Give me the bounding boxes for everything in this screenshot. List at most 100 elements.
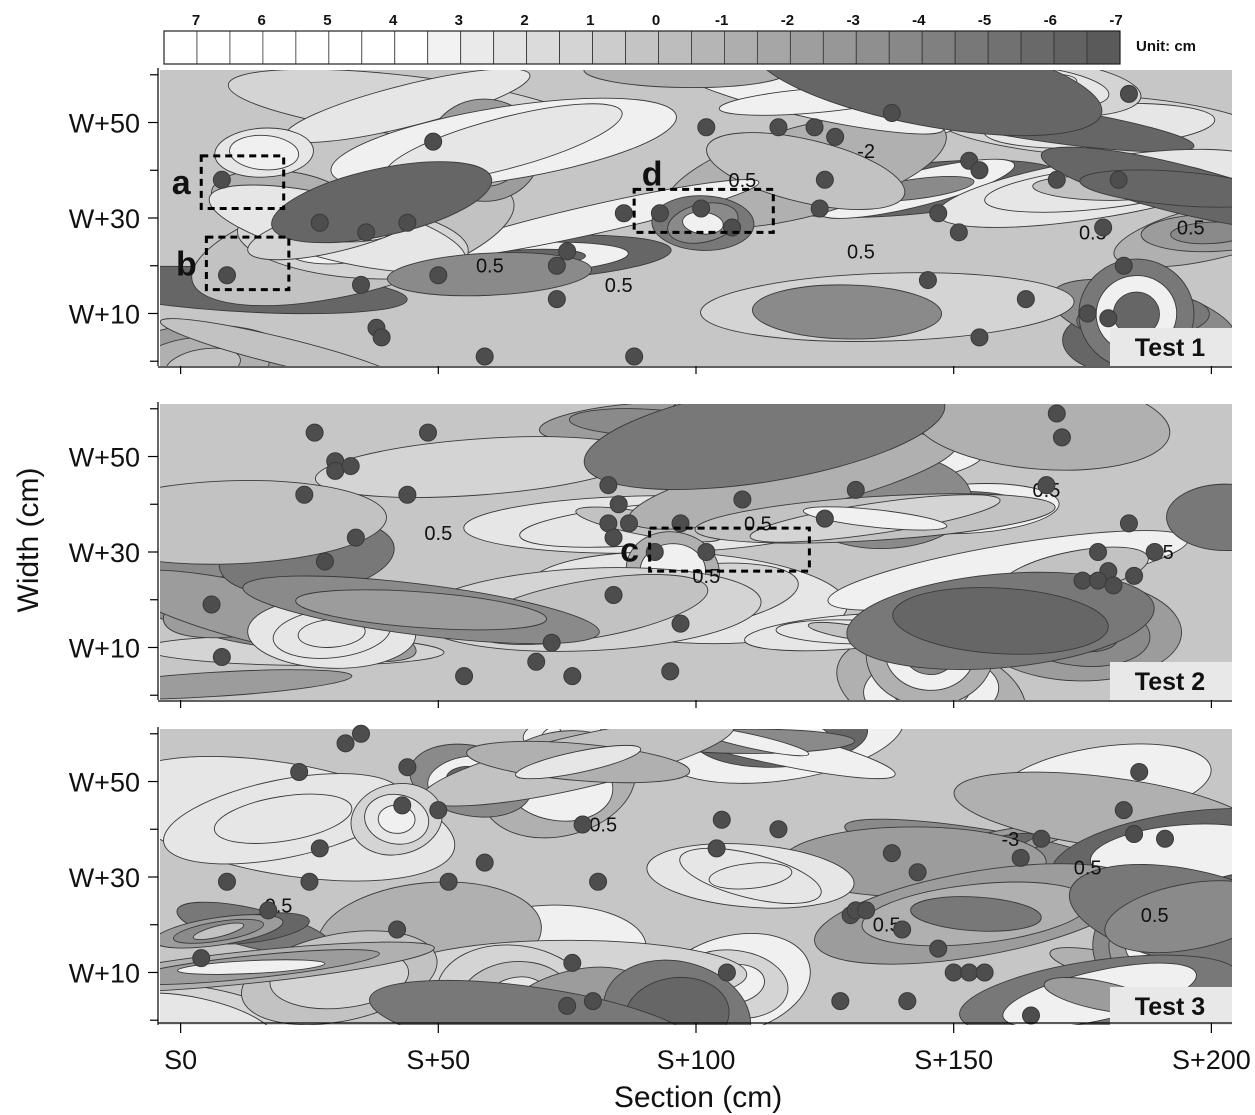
colorbar-tick-label: 2 <box>520 12 528 29</box>
y-tick-label: W+50 <box>69 443 140 473</box>
measurement-point <box>882 103 901 122</box>
measurement-point <box>970 328 989 347</box>
measurement-point <box>424 132 443 151</box>
y-tick-label: W+50 <box>69 768 140 798</box>
colorbar-tick-label: 1 <box>586 12 594 29</box>
contour-label: 0.5 <box>1141 905 1169 927</box>
measurement-point <box>1073 571 1092 590</box>
colorbar-cell <box>460 30 495 65</box>
measurement-point <box>218 872 236 891</box>
measurement-point <box>455 667 474 686</box>
colorbar-cell <box>262 30 297 65</box>
colorbar-cell <box>559 30 593 65</box>
measurement-point <box>1089 543 1107 561</box>
measurement-point <box>326 461 345 480</box>
measurement-point <box>1022 1006 1040 1025</box>
measurement-point <box>192 949 211 968</box>
measurement-point <box>1047 170 1066 189</box>
colorbar-cell <box>196 30 231 65</box>
measurement-point <box>1119 514 1138 533</box>
measurement-point <box>908 863 927 882</box>
colorbar-cell <box>493 30 528 65</box>
contour-label: 0.5 <box>1177 218 1205 240</box>
measurement-point <box>352 275 370 294</box>
measurement-point <box>388 920 407 939</box>
measurement-point <box>290 762 309 781</box>
contour-label: 0.5 <box>605 275 633 297</box>
y-tick-label: W+30 <box>69 863 140 893</box>
measurement-point <box>970 161 989 180</box>
measurement-point <box>212 648 231 667</box>
measurement-point <box>542 633 561 652</box>
contour-label: 0.5 <box>728 170 756 192</box>
measurement-point <box>1125 566 1144 585</box>
measurement-point <box>558 996 577 1015</box>
colorbar-cell <box>229 30 264 65</box>
measurement-point <box>357 223 376 242</box>
measurement-point <box>1145 543 1164 561</box>
measurement-point <box>944 963 963 982</box>
measurement-point <box>831 992 850 1011</box>
measurement-point <box>315 552 334 571</box>
measurement-point <box>527 652 546 671</box>
measurement-point <box>583 992 602 1011</box>
measurement-point <box>1156 829 1174 848</box>
measurement-point <box>1011 848 1030 867</box>
contour-label: -3 <box>1001 829 1019 851</box>
colorbar-cell <box>789 30 824 65</box>
measurement-point <box>846 480 865 499</box>
measurement-point <box>212 170 231 189</box>
colorbar-tick-label: 3 <box>455 12 463 29</box>
measurement-point <box>810 199 829 218</box>
y-tick-label: W+10 <box>69 633 140 663</box>
y-tick-label: W+30 <box>69 538 140 568</box>
measurement-point <box>692 199 711 218</box>
measurement-point <box>1052 428 1071 447</box>
colorbar-frame <box>163 30 1121 65</box>
measurement-point <box>419 423 437 442</box>
x-tick-label: S0 <box>164 1045 197 1075</box>
measurement-point <box>960 963 979 982</box>
panel-name-background <box>1110 328 1232 366</box>
panel-name-background <box>1110 662 1232 700</box>
measurement-point <box>604 528 623 547</box>
x-tick-label: S+50 <box>406 1045 470 1075</box>
measurement-point <box>671 614 690 633</box>
panel-name: Test 1 <box>1135 334 1205 362</box>
measurement-point <box>398 213 417 232</box>
colorbar-tick-label: -3 <box>846 12 859 29</box>
measurement-point <box>429 801 448 820</box>
colorbar-tick-label: -1 <box>715 12 728 29</box>
measurement-point <box>1119 84 1138 103</box>
colorbar-cells <box>163 30 1121 65</box>
y-tick-label: W+30 <box>69 204 140 234</box>
measurement-point <box>1032 829 1051 848</box>
measurement-point <box>893 920 912 939</box>
highlight-box-b <box>204 235 291 292</box>
measurement-point <box>393 796 412 815</box>
highlight-box-label: c <box>620 532 639 570</box>
x-tick-label: S+200 <box>1172 1045 1251 1075</box>
contour-fill <box>160 70 1232 366</box>
highlight-box-label: a <box>172 164 192 202</box>
measurement-point <box>1114 801 1133 820</box>
colorbar-cell <box>328 30 363 65</box>
contour-label: 0.5 <box>847 241 875 263</box>
colorbar-tick-label: 7 <box>192 12 200 29</box>
x-tick-label: S+150 <box>914 1045 993 1075</box>
panels: 0.5 0.5 0.5 -2 0.5 0.5 0.5 a b d Test 1 W+50 W+30 W+1… <box>69 68 1232 1025</box>
measurement-point <box>650 204 669 223</box>
colorbar-cell <box>427 30 462 65</box>
measurement-point <box>300 872 319 891</box>
contour-label: 0.5 <box>744 513 772 535</box>
measurement-point <box>815 170 834 189</box>
x-axis: S0 S+50 S+100 S+150 S+200 <box>158 1022 1251 1075</box>
measurement-point <box>805 118 824 137</box>
measurement-point <box>558 242 577 261</box>
colorbar-tick-label: -4 <box>912 12 926 29</box>
y-axis-title: Width (cm) <box>12 468 45 613</box>
measurement-point <box>857 901 876 920</box>
colorbar-cell <box>1053 30 1088 65</box>
